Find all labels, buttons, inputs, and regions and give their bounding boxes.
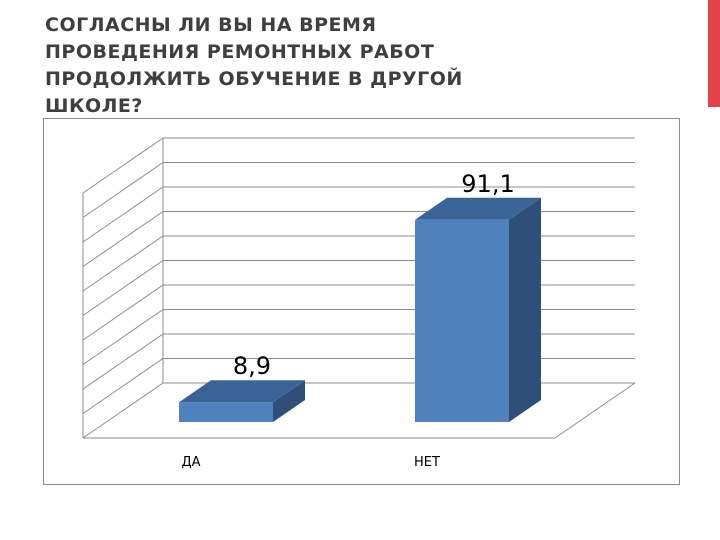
side-wall-gridline xyxy=(82,333,164,390)
category-label: ДА xyxy=(181,455,200,470)
side-wall-gridline xyxy=(82,235,164,292)
side-wall-gridline xyxy=(82,211,164,267)
floor-side-edge xyxy=(554,382,636,439)
side-wall-gridline xyxy=(82,382,164,439)
side-wall-gridline xyxy=(82,284,164,341)
side-wall-gridline xyxy=(82,186,164,243)
side-wall-gridline xyxy=(82,309,164,365)
side-wall-gridline xyxy=(82,260,164,316)
chart-frame xyxy=(43,118,680,485)
slide-title: СОГЛАСНЫ ЛИ ВЫ НА ВРЕМЯ ПРОВЕДЕНИЯ РЕМОН… xyxy=(45,14,463,117)
bar-2-top xyxy=(415,197,541,220)
category-label: НЕТ xyxy=(414,455,440,470)
bar-1-side xyxy=(273,380,305,422)
side-wall-gridline xyxy=(82,358,164,414)
bar-1-front xyxy=(179,402,273,422)
accent-bar xyxy=(708,0,720,107)
bar-2-front xyxy=(415,219,509,422)
bar-1-top xyxy=(179,380,305,403)
data-label: 91,1 xyxy=(461,170,514,198)
side-wall-gridline xyxy=(82,162,164,218)
bar-2-side xyxy=(509,197,541,422)
side-wall-gridline xyxy=(82,137,164,194)
data-label: 8,9 xyxy=(233,352,271,380)
